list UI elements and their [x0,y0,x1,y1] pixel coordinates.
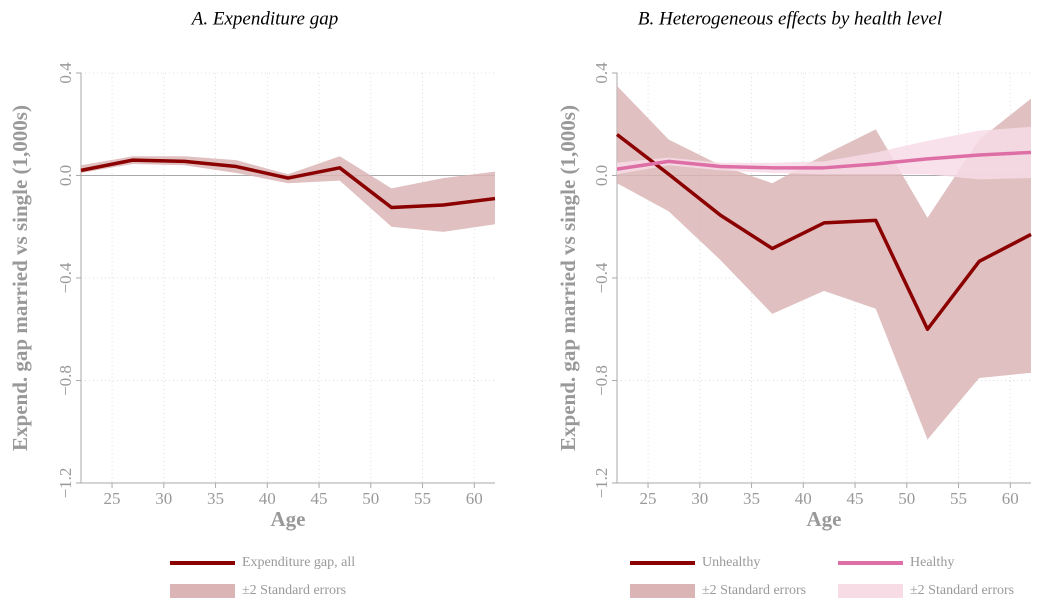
confidence-band [617,85,1031,440]
line [80,158,496,210]
chart-title: A. Expenditure gap [190,8,339,29]
x-axis-label: Age [271,507,306,531]
x-tick-label: 25 [640,489,657,508]
y-tick-label: 0.0 [56,165,75,186]
y-tick-label: 0.4 [592,62,611,84]
x-tick-label: 60 [1002,489,1019,508]
x-tick-label: 45 [847,489,864,508]
legend-label: Expenditure gap, all [242,555,355,570]
x-tick-label: 35 [743,489,760,508]
y-tick-label: −1.2 [56,468,75,499]
y-tick-label: 0.0 [592,165,611,186]
x-tick-label: 25 [104,489,121,508]
x-tick-label: 55 [414,489,431,508]
x-tick-label: 45 [311,489,328,508]
legend-label: ±2 Standard errors [702,583,806,598]
chart-title: B. Heterogeneous effects by health level [638,8,942,29]
legend-label: Unhealthy [702,555,760,570]
legend-swatch [170,584,235,598]
legend-swatch [630,584,695,598]
x-tick-label: 55 [950,489,967,508]
y-tick-label: −0.4 [56,262,75,293]
confidence-band [81,156,495,232]
y-tick-label: −0.8 [56,365,75,396]
x-tick-label: 35 [207,489,224,508]
legend-label: ±2 Standard errors [910,583,1014,598]
x-tick-label: 30 [691,489,708,508]
line [615,133,1032,331]
x-tick-label: 60 [466,489,483,508]
y-tick-label: −0.4 [592,262,611,293]
x-tick-label: 40 [795,489,812,508]
x-axis-label: Age [807,507,842,531]
legend-swatch [838,584,903,598]
y-tick-label: −1.2 [592,468,611,499]
y-tick-label: −0.8 [592,365,611,396]
x-tick-label: 50 [898,489,915,508]
x-tick-label: 50 [362,489,379,508]
x-tick-label: 40 [259,489,276,508]
y-axis-label: Expend. gap married vs single (1,000s) [556,105,580,451]
x-tick-label: 30 [155,489,172,508]
line [616,150,1032,171]
legend-label: ±2 Standard errors [242,583,346,598]
legend-label: Healthy [910,555,954,570]
y-axis-label: Expend. gap married vs single (1,000s) [8,105,32,451]
y-tick-label: 0.4 [56,62,75,84]
